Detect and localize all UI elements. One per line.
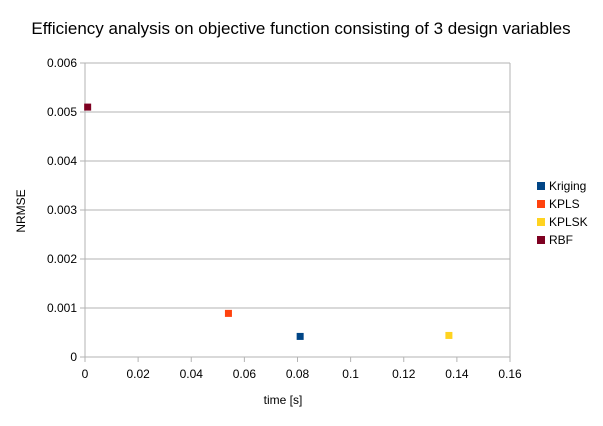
legend-label-kpls: KPLS (549, 197, 580, 211)
legend: Kriging KPLS KPLSK RBF (537, 179, 588, 247)
legend-label-kriging: Kriging (549, 179, 586, 193)
x-tick-label: 0.1 (342, 367, 359, 381)
x-tick-label: 0.04 (180, 367, 204, 381)
y-tick-label: 0.003 (47, 203, 77, 217)
x-tick-label: 0.16 (498, 367, 522, 381)
y-tick-label: 0.005 (47, 105, 77, 119)
y-axis-label: NRMSE (14, 189, 28, 232)
legend-label-kplsk: KPLSK (549, 215, 588, 229)
gridlines (85, 62, 510, 358)
data-point-kplsk (445, 331, 453, 339)
legend-swatch-rbf (537, 236, 545, 244)
y-tick-label: 0 (70, 350, 77, 364)
data-point-kriging (296, 332, 304, 340)
data-point-rbf (84, 103, 92, 111)
data-point-kpls (224, 309, 232, 317)
x-tick-label: 0.14 (445, 367, 469, 381)
legend-swatch-kriging (537, 182, 545, 190)
y-tick-label: 0.001 (47, 301, 77, 315)
data-points (84, 103, 453, 340)
x-tick-label: 0.08 (286, 367, 310, 381)
x-axis-label: time [s] (264, 393, 303, 407)
y-tick-label: 0.004 (47, 154, 77, 168)
chart-title: Efficiency analysis on objective functio… (31, 19, 570, 38)
legend-swatch-kpls (537, 200, 545, 208)
x-tick-label: 0 (82, 367, 89, 381)
x-tick-label: 0.06 (233, 367, 257, 381)
legend-swatch-kplsk (537, 218, 545, 226)
y-tick-labels: 0 0.001 0.002 0.003 0.004 0.005 0.006 (47, 56, 77, 364)
y-tick-label: 0.006 (47, 56, 77, 70)
x-tick-label: 0.12 (392, 367, 416, 381)
y-tick-label: 0.002 (47, 252, 77, 266)
legend-label-rbf: RBF (549, 233, 573, 247)
axes (80, 62, 511, 362)
x-tick-labels: 0 0.02 0.04 0.06 0.08 0.1 0.12 0.14 0.16 (82, 367, 522, 381)
x-tick-label: 0.02 (126, 367, 150, 381)
